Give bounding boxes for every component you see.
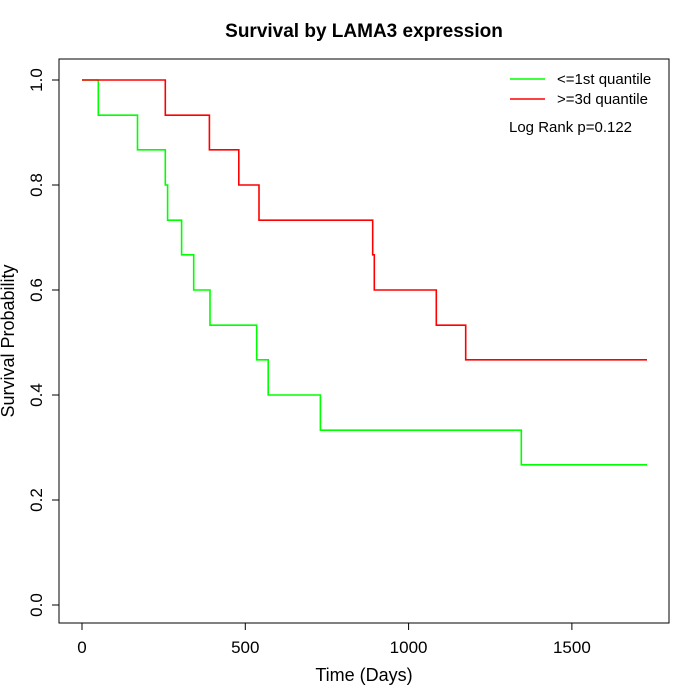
x-tick-label: 0 (77, 638, 86, 657)
legend-label: >=3d quantile (557, 91, 648, 108)
y-tick-label: 0.8 (27, 173, 46, 197)
y-tick-label: 0.0 (27, 593, 46, 617)
x-tick-label: 500 (231, 638, 259, 657)
legend-label: <=1st quantile (557, 71, 651, 88)
series-line-1 (82, 79, 647, 361)
log-rank-annotation: Log Rank p=0.122 (509, 119, 632, 136)
series-layer (82, 79, 647, 466)
y-tick-label: 0.2 (27, 488, 46, 512)
chart-title: Survival by LAMA3 expression (225, 21, 503, 42)
y-tick-label: 1.0 (27, 68, 46, 92)
x-tick-label: 1000 (390, 638, 428, 657)
x-axis: 0 500 1000 1500 (77, 622, 591, 657)
y-tick-label: 0.6 (27, 278, 46, 302)
x-tick-label: 1500 (553, 638, 591, 657)
y-axis: 0.0 0.2 0.4 0.6 0.8 1.0 (27, 68, 60, 617)
series-line-0 (82, 79, 647, 466)
y-axis-label: Survival Probability (0, 264, 18, 417)
legend: <=1st quantile >=3d quantile (510, 71, 651, 108)
y-tick-label: 0.4 (27, 383, 46, 407)
x-axis-label: Time (Days) (315, 665, 412, 685)
